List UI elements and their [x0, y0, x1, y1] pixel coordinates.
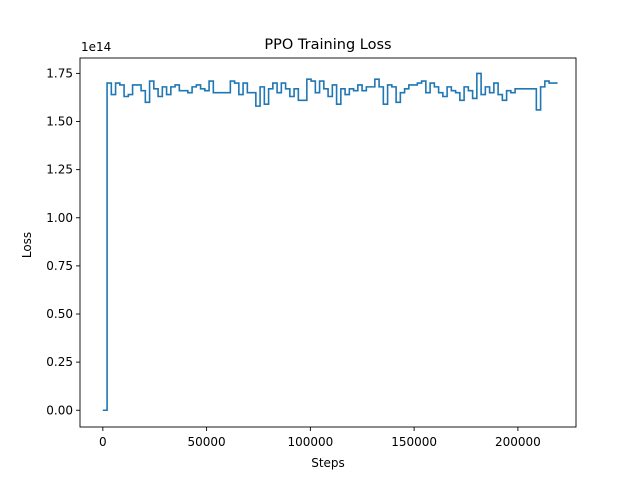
x-tick-label: 100000 [287, 435, 333, 449]
x-tick-label: 150000 [391, 435, 437, 449]
y-tick-label: 1.25 [46, 163, 73, 177]
y-tick-label: 1.50 [46, 115, 73, 129]
y-tick-label: 0.25 [46, 355, 73, 369]
x-tick-label: 0 [99, 435, 107, 449]
y-tick-label: 1.00 [46, 211, 73, 225]
x-tick-label: 200000 [495, 435, 541, 449]
loss-series-line [102, 72, 558, 412]
y-tick-label: 0.00 [46, 403, 73, 417]
y-axis-label: Loss [20, 232, 34, 258]
y-tick-label: 0.50 [46, 307, 73, 321]
axis-ticks: 0 50000 100000 150000 200000 0.00 0.25 0.50 0.75… [46, 66, 541, 449]
x-tick-label: 50000 [188, 435, 226, 449]
plot-frame [79, 57, 577, 428]
y-offset-label: 1e14 [81, 40, 111, 54]
x-axis-label: Steps [311, 456, 345, 470]
y-tick-label: 0.75 [46, 259, 73, 273]
y-tick-label: 1.75 [46, 66, 73, 80]
chart-title: PPO Training Loss [264, 37, 391, 53]
